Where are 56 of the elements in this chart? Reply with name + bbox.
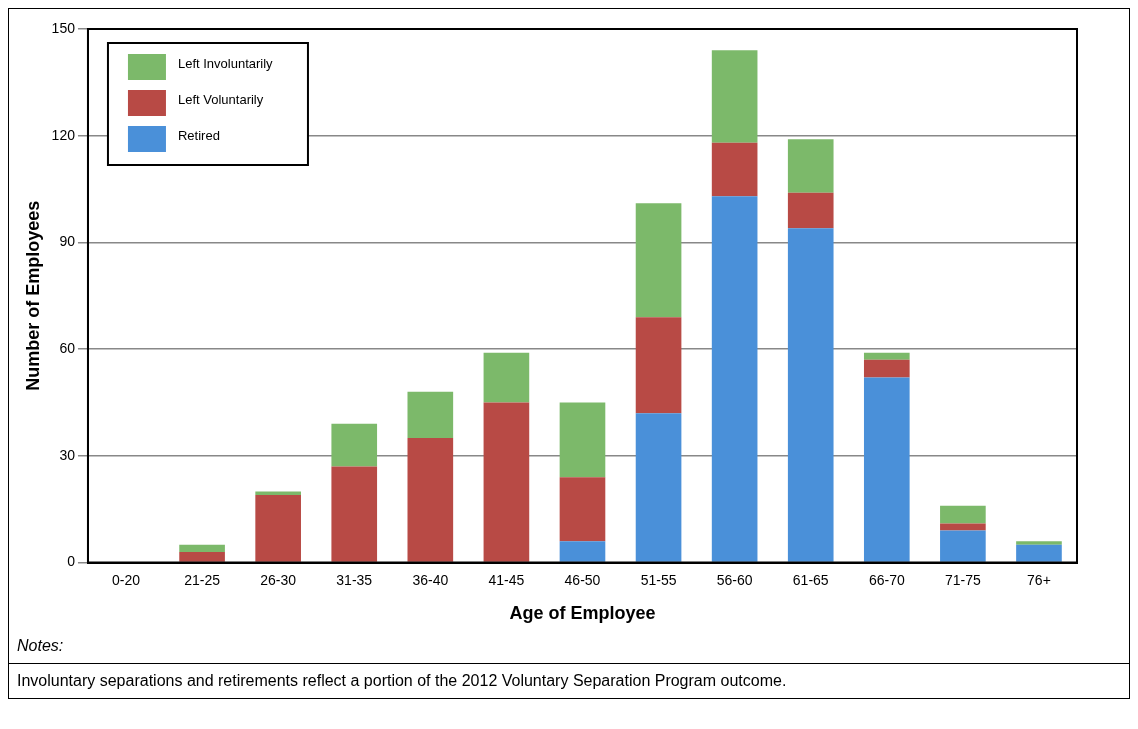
bar — [483, 402, 530, 562]
bar — [407, 438, 454, 562]
bar — [559, 477, 606, 542]
y-axis-title: Number of Employees — [22, 200, 43, 391]
x-tick-label: 61-65 — [792, 571, 829, 588]
bar — [940, 505, 986, 524]
bar — [940, 530, 986, 562]
bar — [1016, 544, 1062, 562]
bar — [179, 544, 225, 552]
text: Involuntary separations and retirements reflect a portion of the 2012 Voluntary Separation Program outcome. — [9, 663, 1129, 698]
bar — [787, 228, 834, 562]
y-tick-label: 90 — [59, 233, 76, 250]
bar — [863, 377, 910, 562]
bar — [863, 359, 910, 378]
x-tick-label: 71-75 — [944, 571, 981, 588]
bar — [255, 495, 301, 562]
bar — [559, 402, 606, 478]
bar — [559, 541, 606, 562]
bar — [787, 192, 834, 229]
x-tick-label: 36-40 — [412, 571, 449, 588]
bar — [255, 491, 301, 496]
bar — [711, 50, 758, 143]
bar — [483, 352, 530, 403]
bar — [711, 142, 758, 197]
x-tick-label: 26-30 — [260, 571, 297, 588]
bar — [635, 413, 682, 562]
bar — [331, 466, 378, 562]
x-tick-label: 41-45 — [488, 571, 525, 588]
x-tick-label: 51-55 — [640, 571, 677, 588]
bar — [1016, 541, 1062, 545]
x-tick-label: 56-60 — [716, 571, 753, 588]
bar — [635, 203, 682, 318]
y-tick-label: 120 — [51, 126, 76, 143]
bar — [331, 423, 378, 467]
x-axis-title: Age of Employee — [509, 603, 656, 624]
y-tick-label: 60 — [59, 340, 76, 357]
bar — [863, 352, 910, 360]
y-tick-label: 0 — [67, 553, 76, 570]
legend-label: Left Voluntarily — [177, 91, 264, 107]
x-tick-label: 31-35 — [336, 571, 373, 588]
bar — [711, 196, 758, 562]
bar — [940, 523, 986, 531]
y-tick-label: 150 — [51, 19, 76, 36]
bar — [787, 139, 834, 193]
y-tick-label: 30 — [59, 446, 76, 463]
bar — [179, 551, 225, 562]
bar — [635, 317, 682, 414]
legend-label: Left Involuntarily — [177, 55, 274, 71]
bar — [407, 391, 454, 439]
legend-label: Retired — [177, 127, 220, 143]
x-tick-label: 76+ — [1027, 571, 1051, 588]
x-tick-label: 46-50 — [564, 571, 601, 588]
x-tick-label: 0-20 — [111, 571, 141, 588]
text: Notes: — [16, 636, 65, 656]
x-tick-label: 21-25 — [184, 571, 221, 588]
x-tick-label: 66-70 — [868, 571, 905, 588]
